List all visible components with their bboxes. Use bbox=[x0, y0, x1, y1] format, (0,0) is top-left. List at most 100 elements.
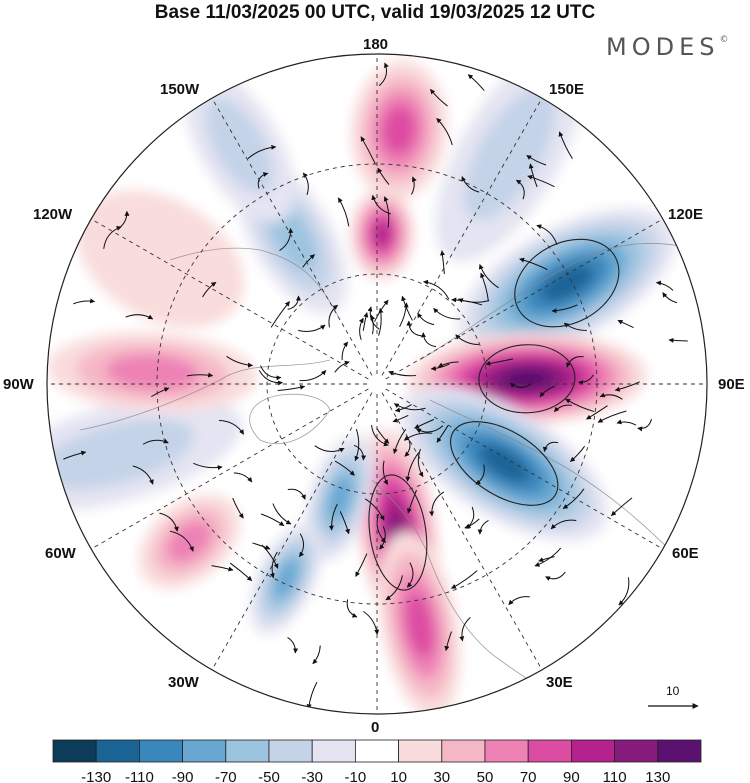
streamline-arrow bbox=[614, 381, 640, 392]
streamline-arrow bbox=[421, 332, 437, 348]
contour-line bbox=[450, 421, 559, 506]
streamline-arrow bbox=[337, 197, 350, 227]
streamline-arrow bbox=[186, 372, 214, 378]
streamline-arrow bbox=[392, 428, 407, 454]
reference-vector-label: 10 bbox=[666, 684, 680, 698]
colorbar-tick-label: -70 bbox=[215, 769, 237, 783]
streamline-arrow bbox=[430, 88, 448, 107]
streamline-arrow bbox=[314, 445, 345, 453]
meridian-line bbox=[381, 392, 543, 671]
streamline-arrow bbox=[211, 565, 234, 572]
streamline-arrow bbox=[233, 472, 253, 483]
colorbar-tick-label: -130 bbox=[81, 769, 111, 783]
lon-label-120e: 120E bbox=[668, 206, 704, 223]
contour-line bbox=[478, 344, 576, 414]
streamline-arrow bbox=[565, 398, 595, 413]
colorbar-tick-label: 30 bbox=[433, 769, 450, 783]
streamline-arrow bbox=[385, 575, 403, 601]
streamline-arrow bbox=[417, 312, 435, 326]
streamline-arrow bbox=[334, 360, 350, 373]
streamline-arrow bbox=[328, 304, 339, 328]
streamline-arrow bbox=[392, 415, 409, 423]
streamline-arrow bbox=[339, 511, 350, 535]
streamline-arrow bbox=[353, 444, 367, 461]
contour-line bbox=[368, 474, 428, 591]
streamline-arrow bbox=[616, 419, 637, 426]
streamline-arrow bbox=[193, 462, 223, 471]
anomaly-lobe bbox=[351, 60, 448, 200]
streamline-arrow bbox=[611, 497, 633, 517]
streamline-arrow bbox=[399, 302, 409, 328]
streamline-arrow bbox=[394, 404, 412, 413]
streamline-arrow bbox=[302, 172, 309, 196]
anomaly-lobe bbox=[457, 208, 677, 359]
lon-label-150e: 150E bbox=[549, 81, 585, 98]
streamline-arrow bbox=[558, 131, 573, 160]
graticule bbox=[47, 54, 707, 714]
streamline-arrow bbox=[341, 341, 349, 361]
streamline-arrow bbox=[299, 370, 327, 382]
streamline-arrow bbox=[151, 387, 170, 398]
streamline-arrow bbox=[378, 62, 389, 87]
streamline-arrow bbox=[542, 441, 559, 453]
streamline-arrow bbox=[444, 631, 452, 652]
streamline-arrow bbox=[437, 361, 459, 368]
streamline-arrow bbox=[377, 167, 390, 185]
streamline-arrow bbox=[509, 382, 532, 388]
streamline-arrow bbox=[258, 370, 283, 386]
streamline-arrow bbox=[125, 314, 154, 320]
streamline-arrow bbox=[229, 562, 253, 582]
streamline-arrow bbox=[480, 272, 489, 302]
streamline-arrow bbox=[406, 562, 414, 588]
anomaly-lobe bbox=[350, 188, 415, 281]
streamline-arrow bbox=[461, 176, 480, 193]
streamline-arrow bbox=[519, 257, 548, 271]
streamline-arrow bbox=[260, 365, 282, 381]
lon-label-90e: 90E bbox=[718, 376, 745, 393]
streamline-arrow bbox=[417, 448, 424, 478]
streamline-arrow bbox=[334, 460, 355, 476]
streamline-arrow bbox=[566, 356, 584, 368]
colorbar-tick-label: 130 bbox=[645, 769, 670, 783]
meridian-line bbox=[211, 392, 373, 671]
colorbar-swatch bbox=[225, 739, 270, 763]
streamline-arrow bbox=[459, 616, 471, 642]
colorbar-swatch bbox=[182, 739, 227, 763]
streamline-arrow bbox=[298, 324, 326, 332]
streamline-arrow bbox=[411, 176, 417, 195]
coastline-north-america bbox=[79, 359, 331, 431]
colorbar-tick-label: -110 bbox=[125, 769, 154, 783]
streamline-arrow bbox=[355, 553, 368, 577]
streamline-arrow bbox=[279, 227, 294, 251]
streamline-arrow bbox=[662, 292, 678, 304]
streamline-arrow bbox=[423, 279, 450, 300]
coastline-asia bbox=[429, 399, 681, 561]
lon-label-150w: 150W bbox=[160, 81, 200, 98]
anomaly-field bbox=[47, 54, 677, 714]
streamline-arrow bbox=[378, 307, 384, 336]
streamline-arrow bbox=[360, 136, 376, 164]
meridian-line bbox=[381, 97, 543, 376]
colorbar-swatch bbox=[657, 739, 702, 763]
lon-label-30w: 30W bbox=[168, 674, 199, 691]
streamline-arrow bbox=[515, 179, 525, 200]
colorbar-swatch bbox=[484, 739, 529, 763]
colorbar-swatch bbox=[95, 739, 140, 763]
streamline-arrow bbox=[73, 298, 96, 305]
wind-streamlines bbox=[63, 62, 688, 710]
colorbar-tick-label: 110 bbox=[603, 769, 627, 783]
meridian-line bbox=[385, 388, 664, 550]
streamline-arrow bbox=[142, 438, 169, 445]
lon-label-60w: 60W bbox=[45, 545, 76, 562]
streamline-arrow bbox=[526, 154, 547, 166]
streamline-arrow bbox=[383, 196, 390, 228]
streamline-arrow bbox=[407, 489, 417, 514]
anomaly-lobe bbox=[304, 434, 375, 562]
colorbar-swatch bbox=[614, 739, 659, 763]
colorbar-tick-label: -30 bbox=[301, 769, 323, 783]
streamline-arrow bbox=[433, 307, 461, 320]
coastlines bbox=[79, 243, 701, 701]
streamline-arrow bbox=[478, 264, 499, 289]
streamline-arrow bbox=[538, 556, 555, 562]
